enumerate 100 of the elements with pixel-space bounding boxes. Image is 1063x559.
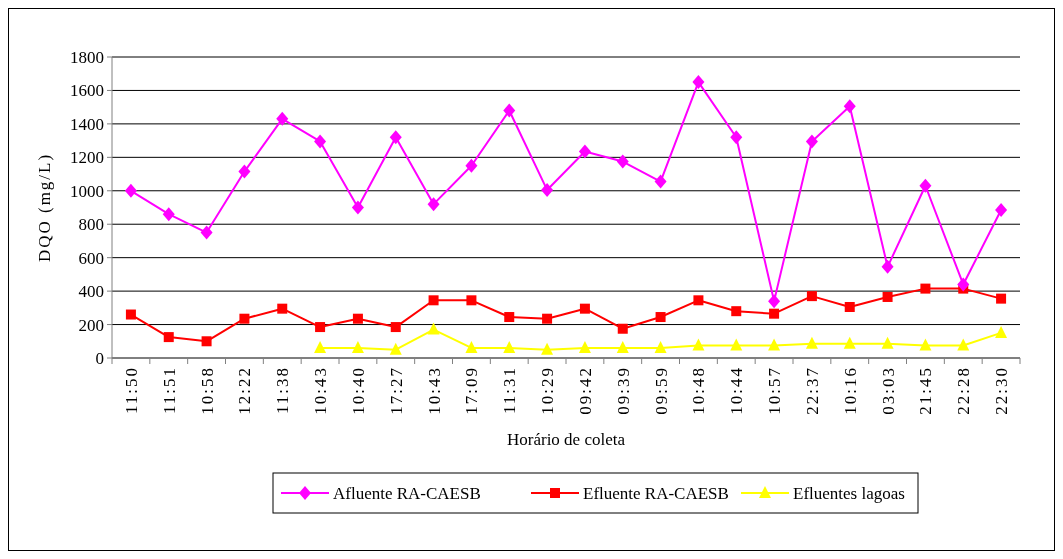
point xyxy=(768,294,781,309)
x-tick-label: 03:03 xyxy=(878,366,898,415)
point xyxy=(919,178,932,193)
point xyxy=(541,182,554,197)
x-tick-label: 10:16 xyxy=(840,366,860,415)
x-tick-label: 11:38 xyxy=(273,366,293,415)
point xyxy=(693,295,704,306)
legend-label: Afluente RA-CAESB xyxy=(333,483,481,503)
y-tick-label: 1000 xyxy=(70,181,104,201)
y-tick-label: 1600 xyxy=(70,81,104,101)
point xyxy=(465,158,478,173)
y-tick-label: 1200 xyxy=(70,148,104,168)
point xyxy=(314,134,327,149)
point xyxy=(390,322,401,333)
x-tick-label: 21:45 xyxy=(916,366,936,415)
x-tick-label: 22:30 xyxy=(992,366,1012,415)
y-tick-label: 1800 xyxy=(70,47,104,67)
point xyxy=(996,293,1007,304)
point xyxy=(806,291,817,302)
x-tick-label: 10:43 xyxy=(424,366,444,415)
point xyxy=(200,225,213,240)
point xyxy=(617,323,628,334)
point xyxy=(124,183,137,198)
x-tick-label: 10:44 xyxy=(727,366,747,415)
point xyxy=(655,312,666,323)
point xyxy=(351,200,364,215)
point xyxy=(578,144,591,159)
point xyxy=(503,103,516,118)
y-tick-label: 800 xyxy=(78,215,104,235)
point xyxy=(503,340,516,353)
x-tick-label: 11:51 xyxy=(159,366,179,415)
x-tick-label: 22:28 xyxy=(954,366,974,415)
point xyxy=(276,111,289,126)
point xyxy=(881,259,894,274)
y-tick-label: 400 xyxy=(78,282,104,302)
x-tick-label: 09:42 xyxy=(575,366,595,415)
point xyxy=(466,295,477,306)
point xyxy=(541,342,554,355)
x-tick-label: 11:50 xyxy=(121,366,141,415)
point xyxy=(805,336,818,349)
point xyxy=(277,303,288,314)
point xyxy=(428,295,439,306)
point xyxy=(730,338,743,351)
y-tick-label: 0 xyxy=(95,348,104,368)
point xyxy=(616,340,629,353)
point xyxy=(238,164,251,179)
point xyxy=(995,203,1008,218)
x-tick-label: 09:39 xyxy=(613,366,633,415)
point xyxy=(692,75,705,90)
x-tick-label: 17:27 xyxy=(386,366,406,415)
x-tick-label: 12:22 xyxy=(235,366,255,415)
point xyxy=(239,313,250,324)
y-tick-label: 200 xyxy=(78,315,104,335)
point xyxy=(881,336,894,349)
x-tick-label: 10:29 xyxy=(538,366,558,415)
point xyxy=(769,308,780,319)
point xyxy=(692,338,705,351)
point xyxy=(843,99,856,114)
x-tick-label: 10:58 xyxy=(197,366,217,415)
point xyxy=(920,283,931,294)
point xyxy=(654,174,667,189)
point xyxy=(427,197,440,212)
point xyxy=(957,277,970,292)
point xyxy=(768,338,781,351)
x-axis-title: Horário de coleta xyxy=(507,430,626,449)
point xyxy=(351,340,364,353)
point xyxy=(957,338,970,351)
x-tick-label: 10:40 xyxy=(348,366,368,415)
point xyxy=(427,322,440,335)
x-tick-label: 11:31 xyxy=(500,366,520,415)
y-tick-label: 1400 xyxy=(70,114,104,134)
point xyxy=(731,306,742,317)
point xyxy=(163,332,174,343)
x-tick-label: 09:59 xyxy=(651,366,671,415)
point xyxy=(389,130,402,145)
point xyxy=(201,336,212,347)
point xyxy=(125,309,136,320)
legend-label: Efluentes lagoas xyxy=(793,483,905,503)
point xyxy=(805,134,818,149)
point xyxy=(465,340,478,353)
x-tick-label: 10:43 xyxy=(311,366,331,415)
x-tick-label: 10:57 xyxy=(765,366,785,415)
point xyxy=(314,340,327,353)
point xyxy=(844,302,855,312)
point xyxy=(579,303,590,314)
point xyxy=(919,338,932,351)
x-tick-label: 17:09 xyxy=(462,366,482,415)
point xyxy=(843,336,856,349)
point xyxy=(315,322,326,333)
point xyxy=(389,342,402,355)
point xyxy=(504,312,515,323)
point xyxy=(162,207,175,222)
point xyxy=(882,291,893,302)
point xyxy=(578,340,591,353)
x-tick-label: 10:48 xyxy=(689,366,709,415)
point xyxy=(352,313,363,324)
x-tick-label: 22:37 xyxy=(802,366,822,415)
point xyxy=(542,313,553,324)
y-tick-label: 600 xyxy=(78,248,104,268)
point xyxy=(616,154,629,169)
